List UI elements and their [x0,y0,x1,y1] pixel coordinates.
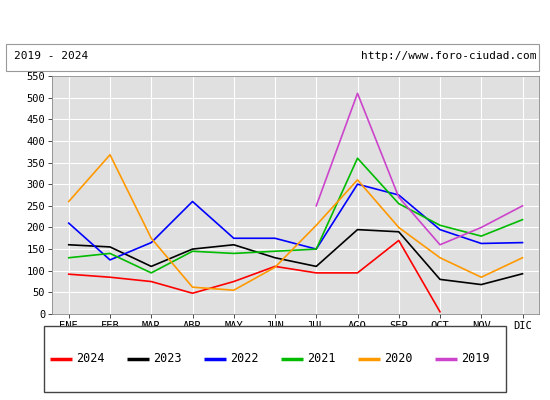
Text: 2019 - 2024: 2019 - 2024 [14,52,88,62]
Bar [44,326,506,392]
Text: 2024: 2024 [76,352,105,366]
Text: http://www.foro-ciudad.com: http://www.foro-ciudad.com [361,52,536,62]
Text: 2020: 2020 [384,352,413,366]
Text: 2019: 2019 [461,352,490,366]
Text: 2022: 2022 [230,352,259,366]
Text: 2021: 2021 [307,352,336,366]
Text: Evolucion Nº Turistas Nacionales en el municipio de Almendral: Evolucion Nº Turistas Nacionales en el m… [67,14,483,28]
Text: 2023: 2023 [153,352,182,366]
